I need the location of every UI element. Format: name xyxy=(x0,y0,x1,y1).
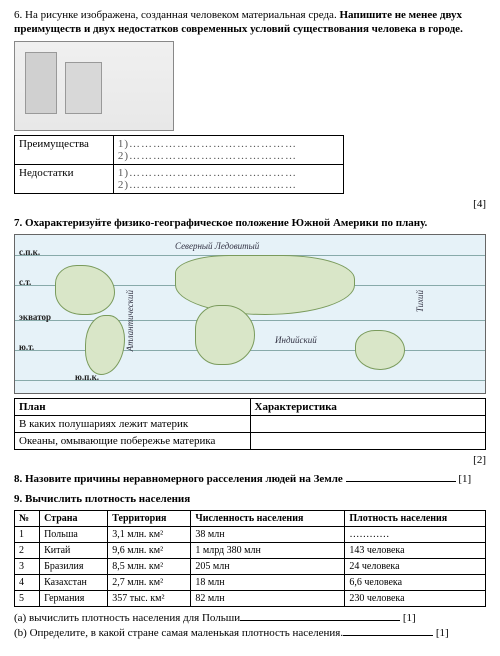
q9-cell: Германия xyxy=(40,591,108,607)
q9-cell: 3 xyxy=(15,559,40,575)
map-yut: ю.т. xyxy=(19,342,34,352)
q9-col-header: Страна xyxy=(40,511,108,527)
q9-cell: 9,6 млн. км² xyxy=(108,543,191,559)
q9b-line: (b) Определите, в какой стране самая мал… xyxy=(14,626,486,639)
table-row: В каких полушариях лежит материк xyxy=(15,415,486,432)
q9-cell: Казахстан xyxy=(40,575,108,591)
q7-r1: В каких полушариях лежит материк xyxy=(15,415,251,432)
q9b-text: (b) Определите, в какой стране самая мал… xyxy=(14,627,343,639)
map-pacific: Тихий xyxy=(415,290,425,312)
q9-col-header: Территория xyxy=(108,511,191,527)
q9-cell: 2 xyxy=(15,543,40,559)
table-row: 5Германия357 тыс. км²82 млн230 человека xyxy=(15,591,486,607)
q6-table: Преимущества 1)…………………………………… 2)……………………… xyxy=(14,135,344,194)
q6-illustration xyxy=(14,41,174,131)
table-row: 2Китай9,6 млн. км²1 млрд 380 млн143 чело… xyxy=(15,543,486,559)
q6-score: [4] xyxy=(14,198,486,210)
table-row: Океаны, омывающие побережье материка xyxy=(15,432,486,449)
q9a-blank[interactable] xyxy=(240,611,400,621)
q6-prompt: 6. На рисунке изображена, созданная чело… xyxy=(14,8,486,37)
q9a-score: [1] xyxy=(403,612,416,624)
q6-adv-lines[interactable]: 1)…………………………………… 2)…………………………………… xyxy=(113,135,344,164)
map-indian: Индийский xyxy=(275,335,317,345)
q7-r2-ans[interactable] xyxy=(250,432,486,449)
q7-table: План Характеристика В каких полушариях л… xyxy=(14,398,486,450)
q9a-text: (a) вычислить плотность населения для По… xyxy=(14,612,240,624)
q9-cell: 6,6 человека xyxy=(345,575,486,591)
table-row: План Характеристика xyxy=(15,398,486,415)
q7-score: [2] xyxy=(14,454,486,466)
q9-cell: 230 человека xyxy=(345,591,486,607)
q7-map: с.п.к. с.т. экватор ю.т. ю.п.к. Северный… xyxy=(14,234,486,394)
q9-header-row: №СтранаТерриторияЧисленность населенияПл… xyxy=(15,511,486,527)
q9-cell: 143 человека xyxy=(345,543,486,559)
q9-cell: 3,1 млн. км² xyxy=(108,527,191,543)
map-atlantic: Атлантический xyxy=(125,290,135,351)
map-st: с.т. xyxy=(19,277,31,287)
q7-r2: Океаны, омывающие побережье материка xyxy=(15,432,251,449)
q6-prompt-plain: 6. На рисунке изображена, созданная чело… xyxy=(14,9,339,21)
q9-col-header: № xyxy=(15,511,40,527)
q9-cell: Китай xyxy=(40,543,108,559)
q9-col-header: Численность населения xyxy=(191,511,345,527)
q9-cell: 82 млн xyxy=(191,591,345,607)
q8-prompt: 8. Назовите причины неравномерного рассе… xyxy=(14,473,346,485)
q9-cell: ………… xyxy=(345,527,486,543)
q9-cell: Бразилия xyxy=(40,559,108,575)
table-row: 4Казахстан2,7 млн. км²18 млн6,6 человека xyxy=(15,575,486,591)
q9-prompt: 9. Вычислить плотность населения xyxy=(14,492,486,506)
q9-col-header: Плотность населения xyxy=(345,511,486,527)
q7-prompt: 7. Охарактеризуйте физико-географическое… xyxy=(14,216,486,230)
q9b-blank[interactable] xyxy=(343,626,433,636)
q9-cell: 2,7 млн. км² xyxy=(108,575,191,591)
q9-cell: 4 xyxy=(15,575,40,591)
q9-cell: 38 млн xyxy=(191,527,345,543)
q9-cell: 18 млн xyxy=(191,575,345,591)
q8-score: [1] xyxy=(458,473,471,485)
q7-col2: Характеристика xyxy=(250,398,486,415)
map-spk: с.п.к. xyxy=(19,247,40,257)
q9-table: №СтранаТерриторияЧисленность населенияПл… xyxy=(14,510,486,607)
q6-adv-label: Преимущества xyxy=(15,135,114,164)
q8-blank[interactable] xyxy=(346,472,456,482)
q8-line: 8. Назовите причины неравномерного рассе… xyxy=(14,472,486,486)
table-row: Преимущества 1)…………………………………… 2)……………………… xyxy=(15,135,344,164)
table-row: 1Польша3,1 млн. км²38 млн………… xyxy=(15,527,486,543)
q9b-score: [1] xyxy=(436,627,449,639)
q9-cell: 24 человека xyxy=(345,559,486,575)
map-north-ocean: Северный Ледовитый xyxy=(175,241,259,251)
q9-cell: Польша xyxy=(40,527,108,543)
table-row: Недостатки 1)…………………………………… 2)…………………………… xyxy=(15,164,344,193)
table-row: 3Бразилия8,5 млн. км²205 млн24 человека xyxy=(15,559,486,575)
q9-cell: 1 млрд 380 млн xyxy=(191,543,345,559)
q6-dis-label: Недостатки xyxy=(15,164,114,193)
q9-cell: 8,5 млн. км² xyxy=(108,559,191,575)
q9-cell: 1 xyxy=(15,527,40,543)
q9-cell: 205 млн xyxy=(191,559,345,575)
map-ekv: экватор xyxy=(19,312,51,322)
q9a-line: (a) вычислить плотность населения для По… xyxy=(14,611,486,624)
q7-col1: План xyxy=(15,398,251,415)
q7-r1-ans[interactable] xyxy=(250,415,486,432)
q9-cell: 357 тыс. км² xyxy=(108,591,191,607)
q6-dis-lines[interactable]: 1)…………………………………… 2)…………………………………… xyxy=(113,164,344,193)
q9-cell: 5 xyxy=(15,591,40,607)
